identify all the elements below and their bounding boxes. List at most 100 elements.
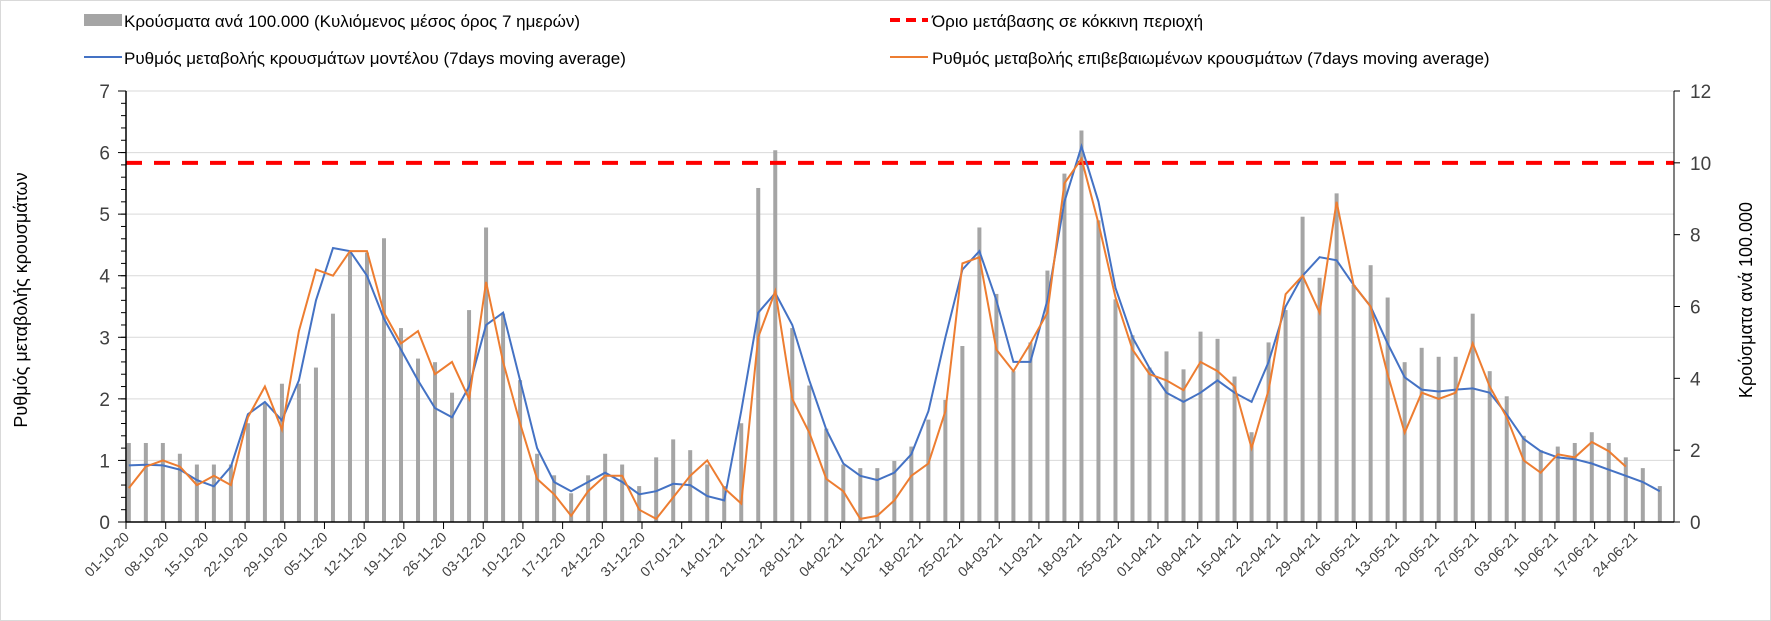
bar xyxy=(705,464,710,522)
bar xyxy=(1079,130,1084,522)
bar xyxy=(1096,220,1101,523)
bar xyxy=(1453,356,1458,522)
bar xyxy=(722,486,727,522)
bar xyxy=(1028,342,1033,522)
y-right-tick-label: 4 xyxy=(1690,369,1701,390)
bar xyxy=(603,453,608,522)
bar xyxy=(552,475,557,522)
bar xyxy=(943,399,948,522)
bar xyxy=(518,380,523,522)
y-right-tick-label: 6 xyxy=(1690,298,1701,319)
model-rate-line xyxy=(128,143,1661,502)
legend-label-model: Ρυθμός μεταβολής κρουσμάτων μοντέλου (7d… xyxy=(124,49,626,68)
bar xyxy=(433,362,438,522)
bar xyxy=(364,252,369,522)
bar xyxy=(671,439,676,522)
bar xyxy=(330,313,335,522)
bar xyxy=(347,252,352,522)
y-left-tick-label: 0 xyxy=(99,513,110,534)
bar xyxy=(1572,442,1577,522)
bar xyxy=(1589,432,1594,522)
bar xyxy=(1198,331,1203,522)
legend-label-threshold: Όριο μετάβασης σε κόκκινη περιοχή xyxy=(931,12,1203,31)
bar xyxy=(416,358,421,522)
bar xyxy=(1317,277,1322,522)
bar xyxy=(1640,468,1645,522)
bar xyxy=(1555,446,1560,522)
bar xyxy=(807,385,812,522)
bar xyxy=(926,419,931,522)
bar xyxy=(228,464,233,522)
bar xyxy=(790,328,795,522)
bar xyxy=(1419,347,1424,522)
y-left-tick-label: 3 xyxy=(99,328,110,349)
bar xyxy=(1385,297,1390,522)
bar xyxy=(1368,265,1373,522)
y-axis-right-title: Κρούσματα ανά 100.000 xyxy=(1736,202,1756,398)
bar xyxy=(1062,173,1067,522)
bar xyxy=(1164,351,1169,522)
bar xyxy=(977,227,982,522)
bar xyxy=(1215,338,1220,522)
bar xyxy=(484,227,489,522)
bar xyxy=(637,486,642,522)
legend: Κρούσματα ανά 100.000 (Κυλιόμενος μέσος … xyxy=(84,12,1490,68)
bar xyxy=(1300,216,1305,523)
bar xyxy=(279,383,284,522)
bar xyxy=(909,446,914,522)
bar xyxy=(296,383,301,522)
y-left-tick-label: 2 xyxy=(99,390,110,411)
bar xyxy=(1283,310,1288,522)
bar xyxy=(1334,193,1339,523)
y-right-tick-label: 0 xyxy=(1690,513,1701,534)
bar xyxy=(1504,396,1509,522)
x-tick-label: 24-06-21 xyxy=(1589,529,1640,580)
bar xyxy=(1045,270,1050,522)
bar xyxy=(1147,367,1152,522)
bar xyxy=(313,367,318,522)
y-left-tick-label: 7 xyxy=(99,82,110,103)
bar xyxy=(756,187,761,522)
y-right-tick-label: 8 xyxy=(1690,226,1701,247)
bar xyxy=(245,423,250,522)
bar xyxy=(620,464,625,522)
bar xyxy=(467,310,472,522)
y-left-tick-label: 5 xyxy=(99,205,110,226)
bar xyxy=(739,423,744,522)
bar xyxy=(773,150,778,522)
bar xyxy=(1011,371,1016,522)
legend-swatch-bars xyxy=(84,14,122,26)
bar xyxy=(841,464,846,522)
bar xyxy=(1181,369,1186,522)
legend-label-bars: Κρούσματα ανά 100.000 (Κυλιόμενος μέσος … xyxy=(124,12,580,31)
bar xyxy=(824,428,829,522)
bar xyxy=(1402,362,1407,522)
bar xyxy=(892,460,897,522)
bar xyxy=(1266,342,1271,522)
y-right-tick-label: 10 xyxy=(1690,154,1711,175)
bar xyxy=(1606,442,1611,522)
bar xyxy=(586,475,591,522)
y-left-tick-label: 4 xyxy=(99,267,110,288)
legend-label-confirmed: Ρυθμός μεταβολής επιβεβαιωμένων κρουσμάτ… xyxy=(932,49,1490,68)
bar xyxy=(211,464,216,522)
confirmed-rate-line xyxy=(128,156,1627,521)
bar xyxy=(569,493,574,522)
bar xyxy=(177,453,182,522)
bar-series xyxy=(126,130,1662,523)
y-right-tick-label: 12 xyxy=(1690,82,1711,103)
bar xyxy=(1623,457,1628,522)
bar xyxy=(1487,371,1492,522)
bar xyxy=(1521,435,1526,522)
bar xyxy=(1130,335,1135,522)
bar xyxy=(382,238,386,522)
bar xyxy=(1113,299,1118,522)
bar xyxy=(960,346,965,522)
bar xyxy=(875,468,880,522)
bar xyxy=(1657,486,1662,522)
bar xyxy=(160,442,165,522)
bar xyxy=(535,453,540,522)
bar xyxy=(1232,376,1237,522)
bar xyxy=(194,464,199,522)
